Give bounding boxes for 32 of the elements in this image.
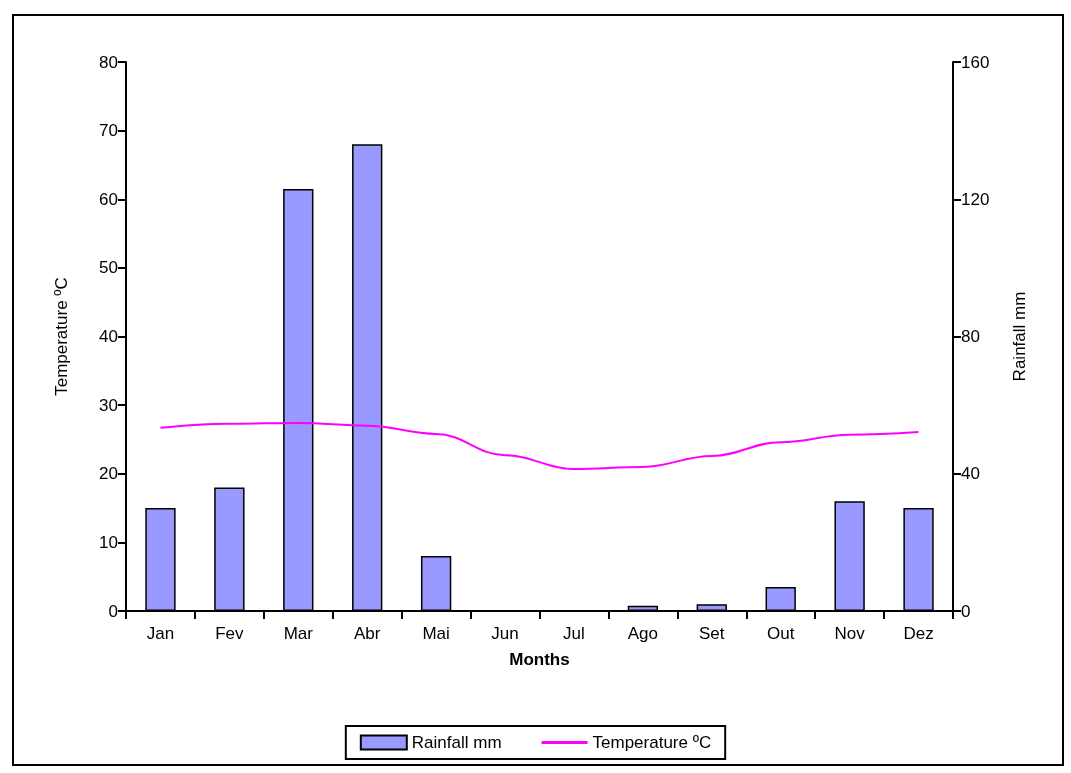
- y-tick-label: 10: [99, 532, 118, 552]
- line-series: [159, 421, 920, 470]
- x-tick-label: Jun: [491, 624, 519, 643]
- y-tick-label: 40: [99, 327, 118, 346]
- y2-tick-label: 120: [961, 189, 990, 209]
- x-axis-title: Months: [509, 650, 570, 669]
- x-tick-label: Mar: [283, 624, 314, 643]
- x-tick-label: Jul: [563, 624, 585, 643]
- x-tick-label: Abr: [353, 624, 381, 643]
- y-tick-label: 80: [99, 52, 118, 72]
- x-tick-label: Mai: [422, 624, 450, 643]
- y-tick-label: 50: [99, 258, 118, 278]
- legend-label: Rainfall mm: [411, 733, 502, 752]
- y-tick-label: 30: [99, 395, 118, 415]
- y-axis-title: Temperature ºC: [52, 277, 71, 396]
- y2-axis-title: Rainfall mm: [1010, 291, 1029, 382]
- legend-label: Temperature ºC: [592, 733, 712, 752]
- x-tick-label: Fev: [215, 624, 245, 643]
- x-tick-label: Nov: [834, 624, 866, 643]
- x-tick-label: Jan: [146, 624, 175, 643]
- y2-tick-label: 40: [961, 464, 980, 484]
- y-tick-label: 0: [108, 601, 118, 621]
- y2-tick-label: 0: [961, 601, 971, 621]
- y2-tick-label: 80: [961, 327, 980, 346]
- x-tick-label: Out: [767, 624, 795, 643]
- y2-tick-label: 160: [961, 52, 990, 72]
- x-tick-label: Ago: [627, 624, 658, 643]
- x-tick-label: Dez: [903, 624, 934, 643]
- y-tick-label: 20: [99, 464, 118, 484]
- y-tick-label: 60: [99, 189, 118, 209]
- x-tick-label: Set: [699, 624, 725, 643]
- y-tick-label: 70: [99, 121, 118, 141]
